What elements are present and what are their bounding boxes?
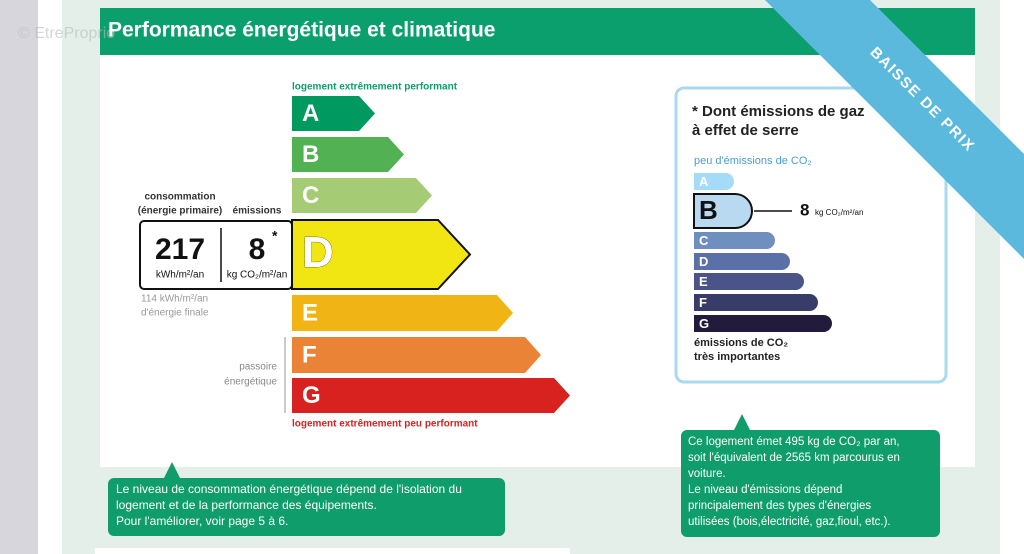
emissions-unit: kg CO₂/m²/an: [227, 270, 288, 281]
energy-class-bar: [292, 378, 570, 413]
callout-pointer: [734, 414, 750, 430]
energy-class-letter: D: [302, 228, 334, 277]
ghg-class-letter: B: [699, 195, 718, 225]
callout-line: utilisées (bois,électricité, gaz,fioul, …: [688, 516, 891, 528]
final-energy: 114 kWh/m²/an: [141, 294, 208, 305]
passoire-label: passoire: [239, 362, 277, 373]
side-strip: [0, 0, 38, 554]
energy-class-letter: C: [302, 182, 319, 209]
energy-class-letter: E: [302, 299, 318, 326]
header-title: Performance énergétique et climatique: [108, 19, 495, 42]
ghg-title: * Dont émissions de gaz: [692, 103, 865, 120]
callout-line: Le niveau de consommation énergétique dé…: [116, 482, 462, 496]
ghg-bottom-caption: émissions de CO₂: [694, 337, 788, 349]
ghg-class-bar: [694, 273, 804, 290]
bottom-caption: logement extrêmement peu performant: [292, 419, 478, 430]
ghg-class-bar: [694, 315, 832, 332]
ghg-class-letter: F: [699, 295, 707, 310]
ghg-class-letter: A: [699, 174, 709, 189]
energy-class-letter: G: [302, 382, 321, 409]
final-energy: d'énergie finale: [141, 308, 209, 319]
callout-line: Ce logement émet 495 kg de CO₂ par an,: [688, 436, 900, 448]
energy-class-letter: F: [302, 341, 317, 368]
energy-class-bar: [292, 178, 432, 213]
bottom-strip: [95, 548, 570, 554]
ghg-class-bar: [693, 193, 753, 229]
ghg-class-letter: E: [699, 274, 708, 289]
callout-line: principalement des types d'énergies: [688, 500, 871, 512]
ghg-top-caption: peu d'émissions de CO₂: [694, 155, 812, 167]
energy-class-letter: B: [302, 141, 319, 168]
ribbon: [765, 0, 1024, 259]
emissions-mark: *: [272, 228, 278, 244]
ghg-class-bar: [694, 294, 819, 311]
ghg-class-letter: D: [699, 254, 708, 269]
energy-class-bar: [292, 137, 404, 172]
energy-class-letter: A: [302, 100, 319, 127]
energy-class-bar: [292, 96, 375, 131]
ghg-class-bar: [694, 232, 775, 249]
ghg-class-bar: [694, 173, 734, 190]
emissions-header: émissions: [233, 206, 282, 217]
watermark: © EtreProprio: [18, 25, 115, 42]
consumption-value: 217: [155, 233, 205, 266]
ghg-bottom-caption: très importantes: [694, 351, 780, 363]
callout-box: [681, 430, 940, 537]
passoire-label: énergétique: [224, 377, 277, 388]
energy-class-bar: [291, 219, 472, 290]
ghg-class-bar: [694, 253, 790, 270]
emissions-value: 8: [249, 233, 266, 266]
ghg-title: à effet de serre: [692, 122, 799, 139]
consumption-header: consommation: [144, 192, 215, 203]
callout-pointer: [164, 462, 180, 478]
energy-class-bar: [292, 295, 513, 331]
callout-box: [108, 478, 505, 536]
callout-line: voiture.: [688, 468, 726, 480]
consumption-header: (énergie primaire): [138, 206, 222, 217]
top-caption: logement extrêmement performant: [292, 82, 458, 93]
ghg-class-letter: G: [699, 316, 709, 331]
callout-line: Le niveau d'émissions dépend: [688, 484, 842, 496]
energy-class-bar: [292, 337, 541, 373]
callout-line: soit l'équivalent de 2565 km parcourus e…: [688, 452, 900, 464]
ghg-value: 8: [800, 200, 809, 219]
callout-line: logement et de la performance des équipe…: [116, 498, 377, 512]
ghg-class-letter: C: [699, 233, 709, 248]
callout-line: Pour l'améliorer, voir page 5 à 6.: [116, 514, 288, 528]
consumption-unit: kWh/m²/an: [156, 270, 204, 281]
ghg-unit: kg CO₂/m²/an: [815, 208, 863, 217]
